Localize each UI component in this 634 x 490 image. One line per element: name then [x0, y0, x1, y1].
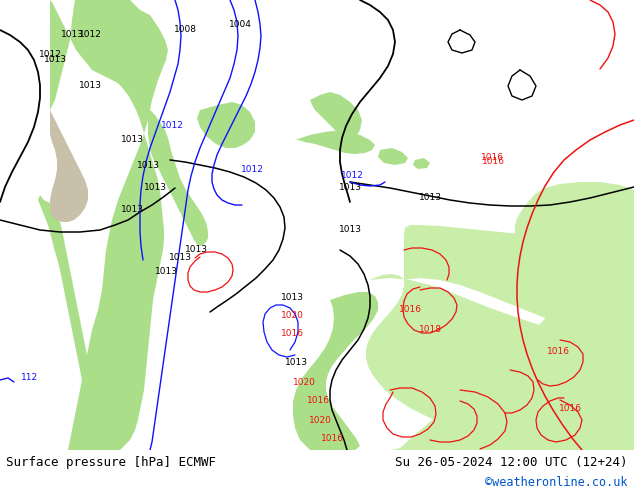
Text: 1012: 1012: [160, 121, 183, 129]
Text: 1013: 1013: [339, 225, 361, 235]
Text: 1016: 1016: [547, 347, 569, 357]
Polygon shape: [295, 130, 375, 154]
Text: 1016: 1016: [481, 153, 503, 163]
Polygon shape: [378, 148, 408, 165]
Text: 1013: 1013: [120, 136, 143, 145]
Text: 112: 112: [22, 372, 39, 382]
Text: 1008: 1008: [174, 25, 197, 34]
Polygon shape: [293, 292, 378, 450]
Text: 1020: 1020: [281, 312, 304, 320]
Text: 1016: 1016: [399, 305, 422, 315]
Text: 1020: 1020: [309, 416, 332, 424]
Polygon shape: [310, 92, 362, 142]
Text: Su 26-05-2024 12:00 UTC (12+24): Su 26-05-2024 12:00 UTC (12+24): [395, 456, 628, 468]
Text: 1013: 1013: [60, 30, 84, 40]
Polygon shape: [197, 102, 255, 148]
Text: 1016: 1016: [481, 157, 505, 167]
Text: 1013: 1013: [155, 268, 178, 276]
Text: 1020: 1020: [292, 377, 316, 387]
Polygon shape: [413, 158, 430, 169]
Text: 1016: 1016: [321, 434, 344, 442]
Text: 1004: 1004: [229, 21, 252, 29]
Text: 1016: 1016: [559, 403, 581, 413]
Text: 1013: 1013: [280, 294, 304, 302]
Text: 1013: 1013: [285, 358, 307, 367]
Text: 1013: 1013: [79, 80, 101, 90]
Text: 1012: 1012: [79, 30, 101, 40]
Text: 1016: 1016: [280, 329, 304, 339]
Text: 1013: 1013: [169, 253, 191, 263]
Text: 1013: 1013: [339, 183, 361, 193]
Text: 1012: 1012: [39, 50, 61, 59]
Text: 1013: 1013: [44, 55, 67, 65]
Polygon shape: [38, 195, 91, 450]
Polygon shape: [50, 0, 168, 450]
Text: 1016: 1016: [306, 395, 330, 405]
Text: 1018: 1018: [418, 325, 441, 335]
Text: 1013: 1013: [136, 161, 160, 170]
Text: 1013: 1013: [143, 183, 167, 193]
Polygon shape: [366, 274, 634, 450]
Polygon shape: [50, 110, 88, 222]
Text: Surface pressure [hPa] ECMWF: Surface pressure [hPa] ECMWF: [6, 456, 216, 468]
Text: 1012: 1012: [340, 171, 363, 179]
Polygon shape: [148, 110, 208, 246]
Text: 1013: 1013: [418, 193, 441, 201]
Polygon shape: [392, 182, 634, 450]
Text: 1012: 1012: [240, 166, 264, 174]
Text: 1013: 1013: [184, 245, 207, 254]
Polygon shape: [404, 225, 634, 346]
Text: ©weatheronline.co.uk: ©weatheronline.co.uk: [485, 476, 628, 490]
Text: 1013: 1013: [120, 205, 143, 215]
